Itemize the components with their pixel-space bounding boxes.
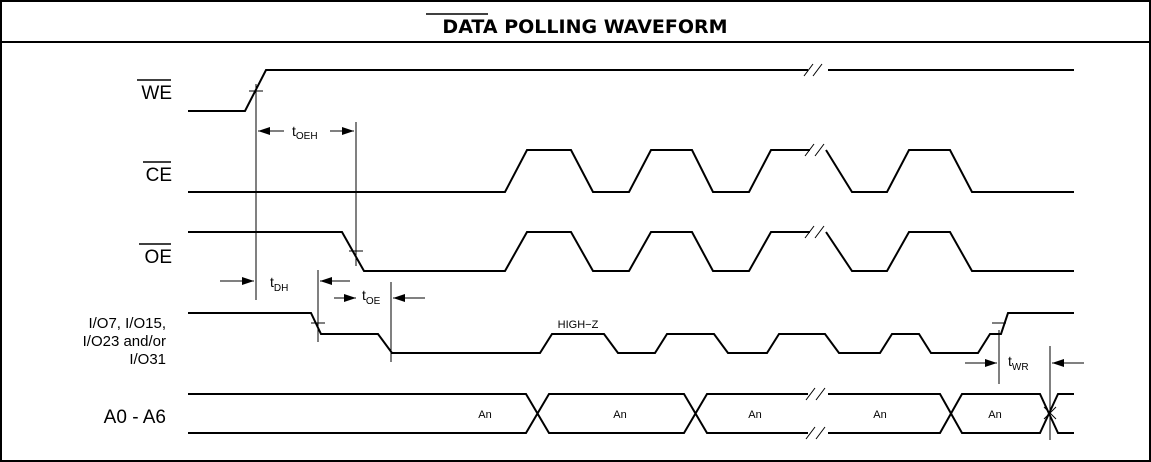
signal-label-address: A0 - A6: [104, 407, 166, 428]
tdh-label: tDH: [270, 274, 288, 294]
toe-label: tOE: [362, 287, 381, 307]
toeh-label: tOEH: [292, 123, 318, 142]
address-segment-5: An: [988, 409, 1001, 421]
figure-title: DATA POLLING WAVEFORM: [442, 16, 727, 38]
signal-label-oe: OE: [145, 247, 172, 268]
signal-label-io-3: I/O31: [129, 351, 166, 368]
ce-waveform: [188, 143, 1074, 193]
twr-dimension: [965, 359, 1084, 367]
address-segment-1: An: [478, 409, 491, 421]
we-waveform: [188, 63, 1074, 112]
signal-label-we: WE: [141, 83, 172, 104]
address-segment-3: An: [748, 409, 761, 421]
toeh-dimension: [258, 127, 354, 135]
signal-label-io-1: I/O7, I/O15,: [88, 315, 166, 332]
twr-label: tWR: [1008, 353, 1029, 373]
high-z-annotation: HIGH−Z: [558, 319, 599, 331]
oe-waveform: [188, 225, 1074, 272]
address-bus-waveform: [188, 387, 1074, 440]
address-segment-4: An: [873, 409, 886, 421]
timing-reference-lines: [249, 84, 1057, 440]
tdh-dimension: [220, 277, 350, 285]
toe-dimension: [334, 294, 425, 302]
address-segment-2: An: [613, 409, 626, 421]
io-waveform: [188, 312, 1074, 354]
signal-label-ce: CE: [146, 165, 172, 186]
signal-label-io-2: I/O23 and/or: [83, 333, 166, 350]
